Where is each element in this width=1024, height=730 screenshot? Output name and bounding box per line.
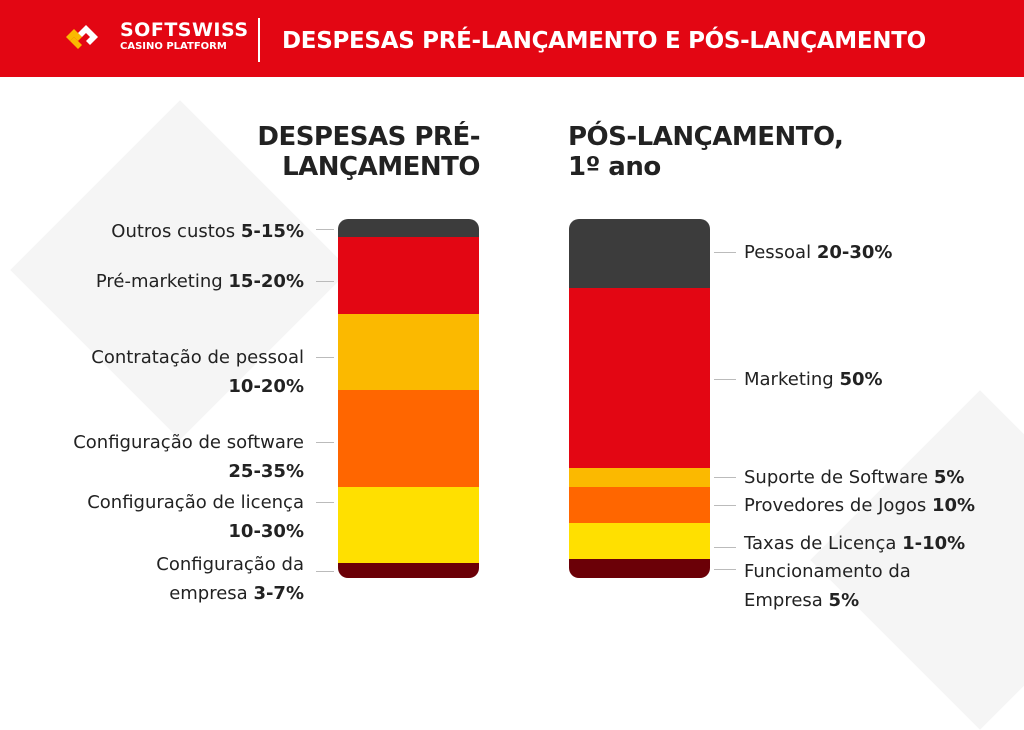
bar-segment (338, 390, 479, 487)
bar-segment (569, 559, 710, 578)
segment-label: Pré-marketing 15-20% (95, 271, 304, 292)
bar-segment (338, 219, 479, 237)
chart-title-post: PÓS-LANÇAMENTO, 1º ano (568, 122, 844, 182)
connector-line (316, 571, 334, 572)
connector-line (316, 442, 334, 443)
segment-label: Configuração de licença (87, 492, 304, 513)
connector-line (316, 229, 334, 230)
connector-line (714, 379, 736, 380)
connector-line (714, 505, 736, 506)
connector-line (316, 357, 334, 358)
segment-label: Configuração de software (73, 432, 304, 453)
segment-label: Suporte de Software 5% (744, 467, 965, 488)
bar-segment (338, 237, 479, 314)
segment-label: Pessoal 20-30% (744, 242, 893, 263)
segment-label: empresa 3-7% (169, 583, 304, 604)
header: SOFTSWISS CASINO PLATFORM DESPESAS PRÉ-L… (0, 0, 1024, 77)
segment-label: Taxas de Licença 1-10% (744, 533, 966, 554)
bar-segment (569, 487, 710, 523)
chart-title-pre: DESPESAS PRÉ-LANÇAMENTO (257, 122, 480, 182)
segment-label: 10-30% (228, 521, 304, 542)
connector-line (714, 547, 736, 548)
segment-label: Configuração da (156, 554, 304, 575)
bar-segment (338, 314, 479, 390)
segment-label: Outros custos 5-15% (111, 221, 304, 242)
connector-line (714, 252, 736, 253)
segment-label: Provedores de Jogos 10% (744, 495, 976, 516)
segment-label: Funcionamento da (744, 561, 911, 582)
bar-pre-launch (338, 219, 479, 578)
softswiss-logo-icon (66, 25, 98, 49)
connector-line (316, 281, 334, 282)
segment-label: Contratação de pessoal (91, 347, 304, 368)
bar-segment (569, 219, 710, 288)
connector-line (714, 569, 736, 570)
segment-label: 10-20% (228, 376, 304, 397)
brand-name: SOFTSWISS (120, 19, 249, 41)
bar-segment (569, 288, 710, 468)
bar-segment (569, 523, 710, 559)
connector-line (714, 477, 736, 478)
bar-segment (569, 468, 710, 487)
segment-label: 25-35% (228, 461, 304, 482)
bar-segment (338, 563, 479, 578)
bar-segment (338, 487, 479, 563)
page-title: DESPESAS PRÉ-LANÇAMENTO E PÓS-LANÇAMENTO (282, 28, 926, 54)
connector-line (316, 502, 334, 503)
bar-post-launch (569, 219, 710, 578)
brand-subtitle: CASINO PLATFORM (120, 41, 227, 52)
header-divider (258, 18, 260, 62)
segment-label: Marketing 50% (744, 369, 883, 390)
segment-label: Empresa 5% (744, 590, 860, 611)
